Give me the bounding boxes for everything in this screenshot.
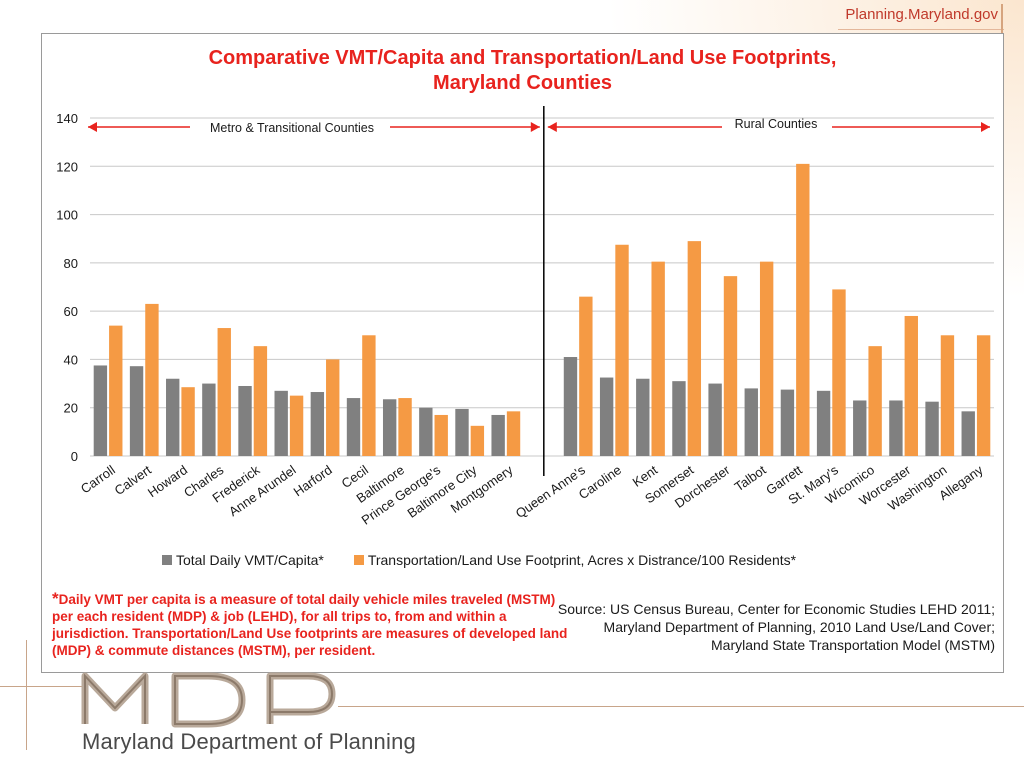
footnote-star: * bbox=[52, 589, 59, 608]
bar-vmt bbox=[853, 400, 867, 456]
bar-vmt bbox=[780, 389, 795, 456]
mdp-logo bbox=[81, 672, 336, 728]
department-name: Maryland Department of Planning bbox=[82, 729, 416, 754]
group-label-metro: Metro & Transitional Counties bbox=[210, 121, 374, 135]
bar-vmt bbox=[491, 414, 505, 456]
legend-swatch-footprint bbox=[353, 555, 364, 565]
metro-arrowhead-right bbox=[530, 122, 540, 132]
chart-title: Comparative VMT/Capita and Transportatio… bbox=[42, 46, 1003, 96]
bar-footprint bbox=[832, 289, 846, 456]
bar-vmt bbox=[238, 385, 252, 456]
bar-footprint bbox=[796, 163, 810, 456]
bar-vmt bbox=[672, 381, 686, 456]
bar-vmt bbox=[202, 383, 216, 456]
bar-vmt bbox=[599, 377, 614, 456]
legend-item-footprint: Transportation/Land Use Footprint, Acres… bbox=[353, 552, 797, 568]
bar-footprint bbox=[398, 398, 412, 456]
bar-footprint bbox=[687, 241, 702, 456]
group-label-rural: Rural Counties bbox=[735, 117, 818, 131]
bar-footprint bbox=[362, 335, 376, 456]
bar-footprint bbox=[217, 328, 231, 456]
bar-vmt bbox=[708, 383, 722, 456]
y-tick-label: 80 bbox=[64, 256, 78, 271]
y-tick-label: 120 bbox=[56, 159, 78, 174]
y-tick-label: 20 bbox=[64, 401, 78, 416]
bar-vmt bbox=[925, 401, 939, 456]
x-tick-label: Harford bbox=[291, 462, 335, 499]
bar-footprint bbox=[904, 315, 918, 456]
bar-footprint bbox=[940, 335, 955, 456]
y-tick-label: 40 bbox=[64, 352, 78, 367]
logo-rule-right bbox=[338, 706, 1024, 707]
x-tick-label: Talbot bbox=[732, 462, 769, 494]
bar-vmt bbox=[382, 399, 397, 456]
bar-footprint bbox=[145, 303, 159, 456]
legend-item-vmt: Total Daily VMT/Capita* bbox=[162, 552, 324, 568]
header-divider bbox=[838, 29, 1004, 30]
legend-label-vmt: Total Daily VMT/Capita* bbox=[176, 552, 324, 568]
y-tick-label: 100 bbox=[56, 208, 78, 223]
bar-vmt bbox=[636, 378, 650, 456]
chart-panel: Comparative VMT/Capita and Transportatio… bbox=[41, 33, 1004, 673]
bar-footprint bbox=[289, 395, 304, 456]
y-tick-label: 140 bbox=[56, 111, 78, 126]
bar-vmt bbox=[166, 378, 180, 456]
bar-footprint bbox=[615, 244, 629, 456]
bar-footprint bbox=[976, 335, 991, 456]
bar-vmt bbox=[419, 407, 433, 456]
bar-footprint bbox=[326, 359, 340, 456]
x-tick-label: Howard bbox=[145, 462, 190, 500]
legend-swatch-vmt bbox=[162, 555, 172, 565]
metro-arrowhead-left bbox=[88, 122, 97, 132]
bar-vmt bbox=[816, 390, 831, 456]
bar-footprint bbox=[723, 276, 738, 456]
footnote-text: Daily VMT per capita is a measure of tot… bbox=[52, 592, 568, 658]
bar-vmt bbox=[93, 365, 108, 456]
chart-title-line-2: Maryland Counties bbox=[433, 72, 612, 94]
bar-footprint bbox=[181, 387, 195, 456]
bar-footprint bbox=[579, 296, 593, 456]
chart-title-line-1: Comparative VMT/Capita and Transportatio… bbox=[208, 47, 837, 69]
bar-footprint bbox=[506, 411, 521, 456]
bar-footprint bbox=[434, 414, 448, 456]
logo-vertical-rule bbox=[26, 640, 27, 750]
bar-footprint bbox=[651, 261, 665, 456]
bar-vmt bbox=[889, 400, 903, 456]
chart-legend: Total Daily VMT/Capita* Transportation/L… bbox=[162, 552, 826, 568]
legend-label-footprint: Transportation/Land Use Footprint, Acres… bbox=[367, 552, 797, 568]
bar-vmt bbox=[961, 411, 975, 456]
rural-arrowhead-right bbox=[981, 122, 990, 132]
bar-footprint bbox=[868, 346, 882, 456]
bar-vmt bbox=[274, 390, 288, 456]
bar-vmt bbox=[563, 357, 578, 456]
logo-rule-left bbox=[0, 686, 82, 687]
bar-footprint bbox=[759, 261, 774, 456]
bar-vmt bbox=[455, 408, 469, 456]
bar-footprint bbox=[253, 346, 268, 456]
bar-chart: 020406080100120140CarrollCalvertHowardCh… bbox=[56, 106, 994, 528]
source-note: Source: US Census Bureau, Center for Eco… bbox=[557, 601, 995, 653]
footnote: *Daily VMT per capita is a measure of to… bbox=[52, 590, 572, 659]
bar-footprint bbox=[470, 425, 485, 456]
bar-vmt bbox=[346, 398, 361, 456]
bar-footprint bbox=[109, 325, 123, 456]
site-link[interactable]: Planning.Maryland.gov bbox=[845, 6, 998, 23]
bar-vmt bbox=[310, 392, 325, 456]
x-tick-label: Carroll bbox=[78, 462, 118, 496]
header-accent-line bbox=[1001, 4, 1003, 34]
bar-vmt bbox=[744, 388, 758, 456]
y-tick-label: 60 bbox=[64, 304, 78, 319]
rural-arrowhead-left bbox=[547, 122, 557, 132]
bar-vmt bbox=[129, 366, 144, 456]
y-tick-label: 0 bbox=[71, 449, 78, 464]
